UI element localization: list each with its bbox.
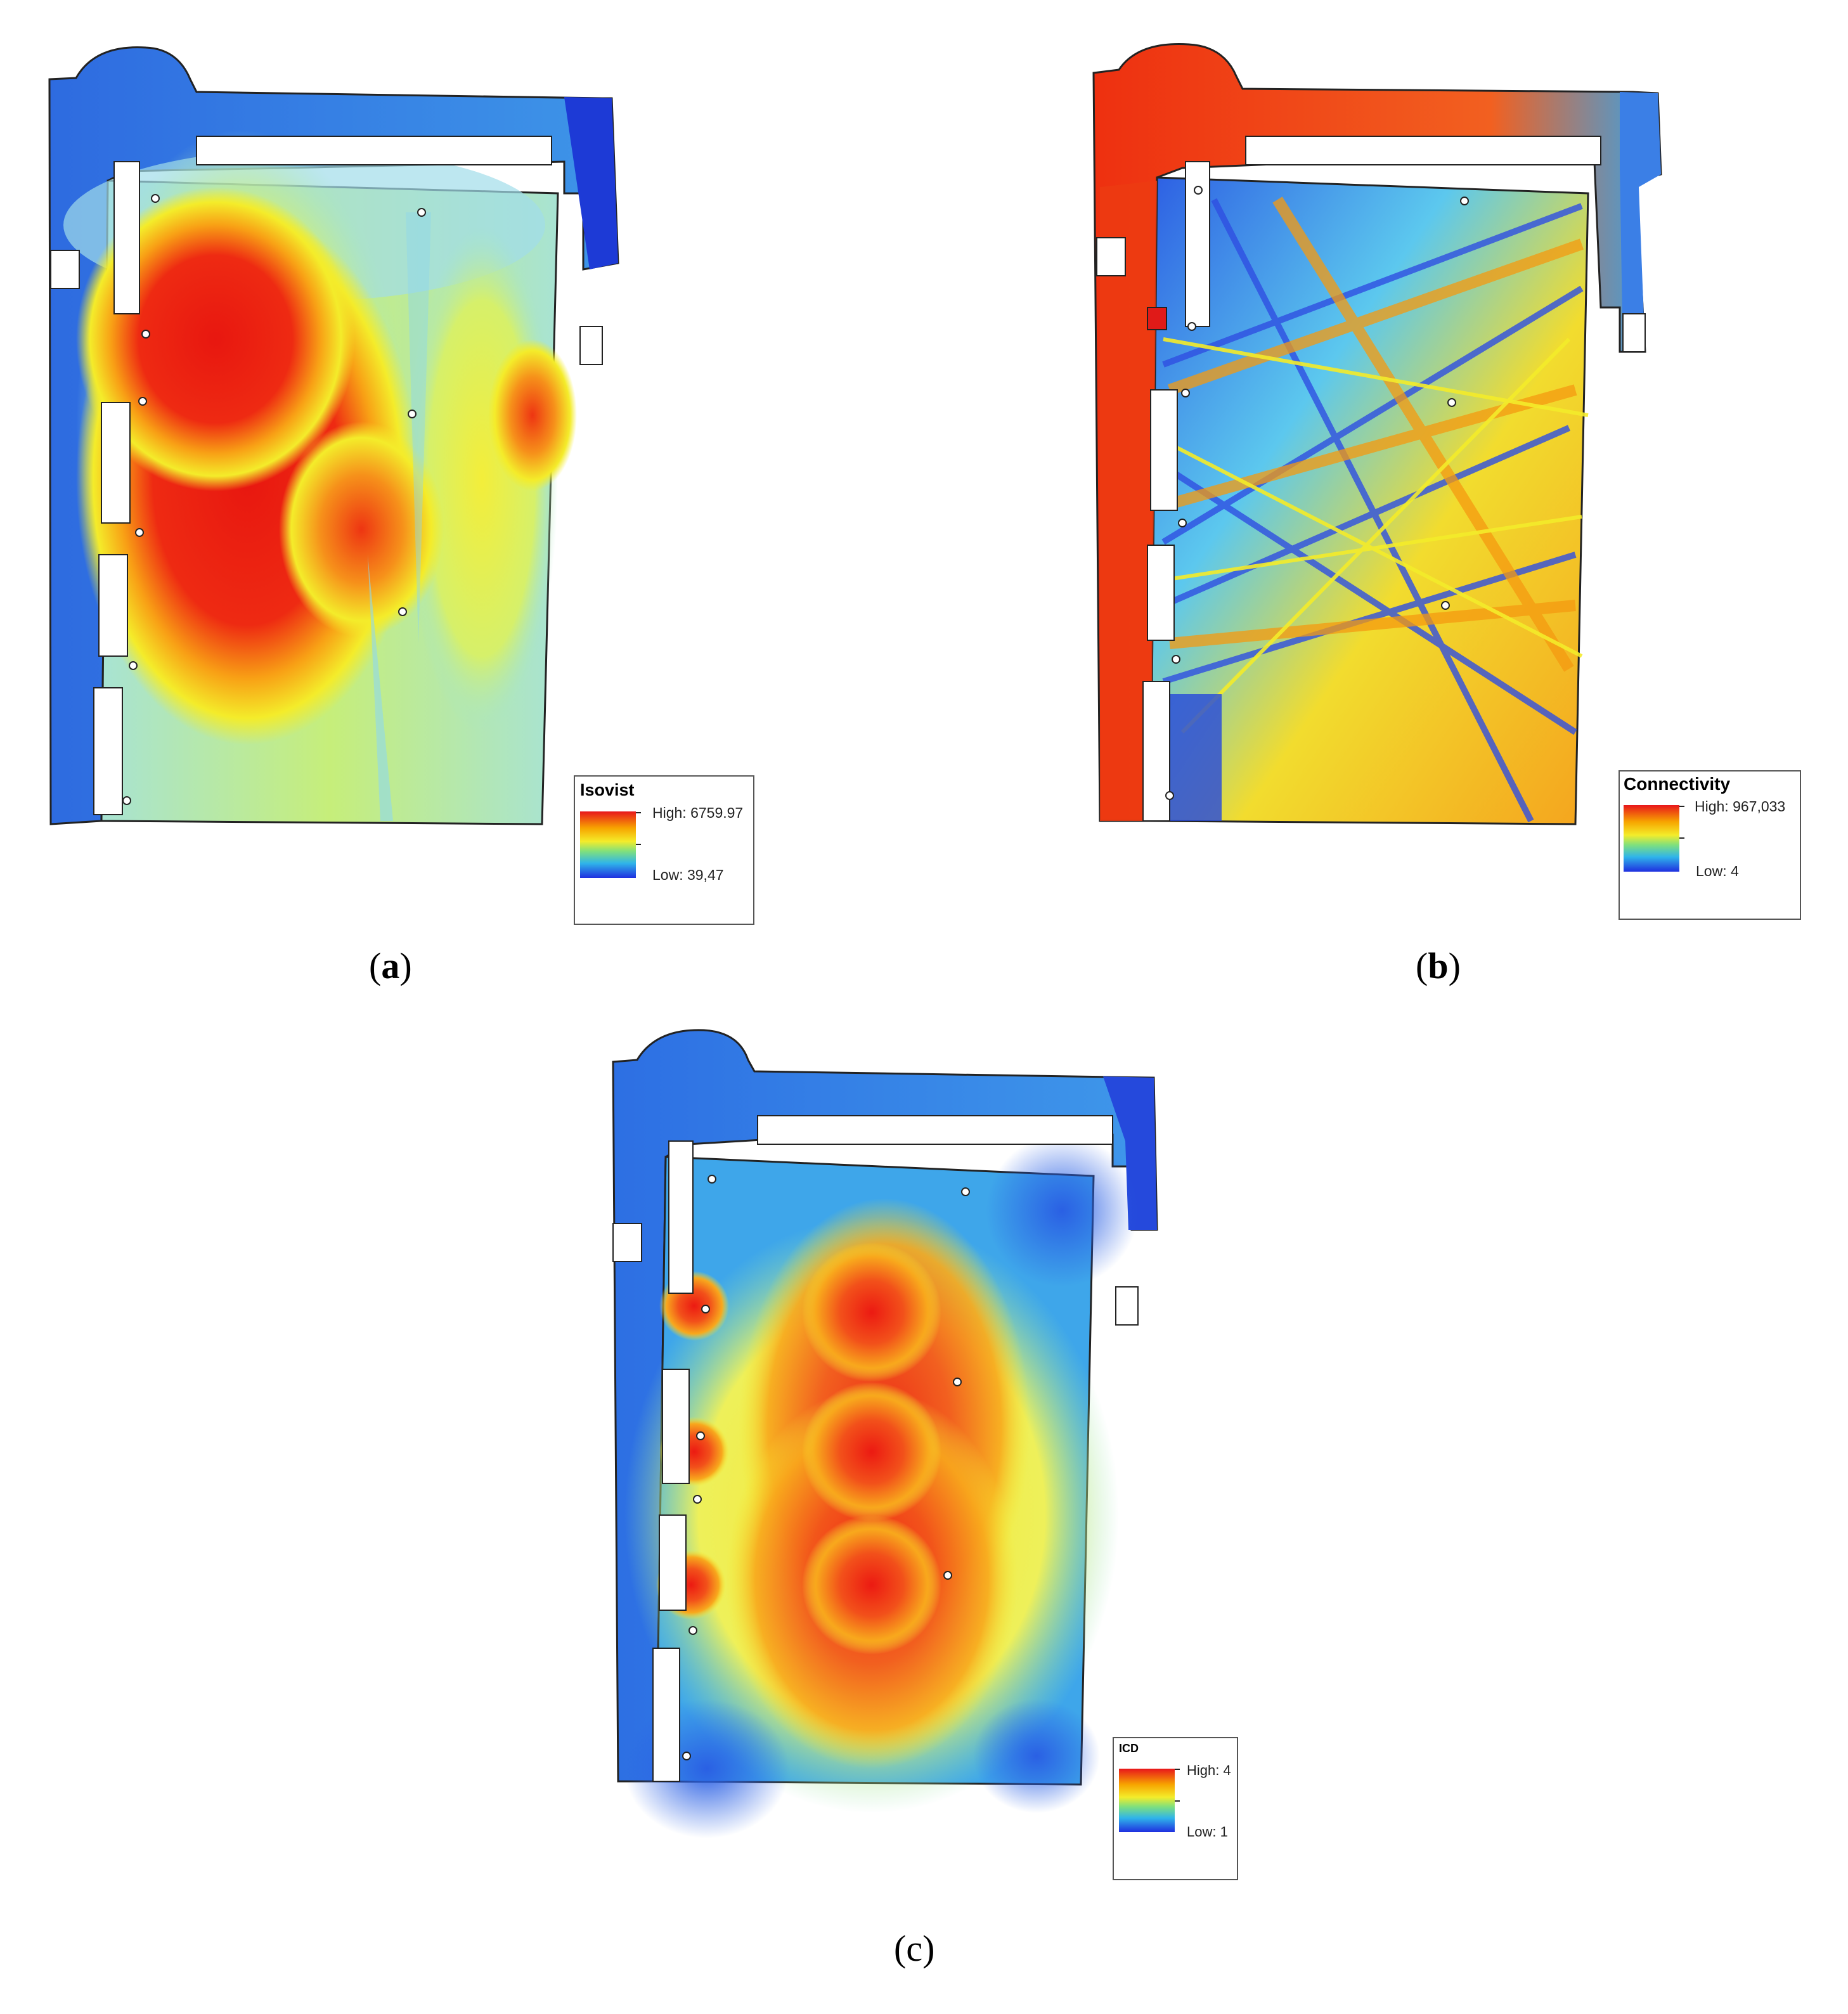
legend-low-label: Low: 4 (1696, 863, 1739, 879)
legend-low-label: Low: 1 (1187, 1824, 1228, 1840)
legend-connectivity: Connectivity High: 967,033 Low: 4 (1619, 770, 1801, 920)
legend-color-ramp (1624, 805, 1679, 872)
legend-color-ramp (1119, 1769, 1175, 1832)
legend-low-label: Low: 39,47 (652, 867, 724, 883)
legend-color-ramp (580, 811, 636, 878)
legend-title: Connectivity (1624, 774, 1731, 794)
legend-high-label: High: 967,033 (1695, 798, 1786, 815)
legend-high-label: High: 6759.97 (652, 804, 744, 821)
panel-c-icd-map: ICD High: 4 Low: 1 (605, 1021, 1303, 1895)
legend-title: ICD (1119, 1742, 1139, 1755)
panel-b-connectivity-map: Connectivity High: 967,033 Low: 4 (1087, 35, 1823, 960)
caption-b: (b) (1416, 945, 1461, 986)
caption-a: (a) (369, 945, 412, 986)
isovist-heatmap (48, 46, 619, 825)
legend-title: Isovist (580, 780, 635, 799)
legend-high-label: High: 4 (1187, 1762, 1231, 1778)
legend-isovist: Isovist High: 6759.97 Low: 39,47 (574, 775, 754, 925)
connectivity-heatmap (1092, 43, 1662, 825)
panel-a-isovist-map: Isovist High: 6759.97 Low: 39,47 (38, 35, 773, 960)
caption-c: (c) (894, 1928, 935, 1969)
legend-icd: ICD High: 4 Low: 1 (1113, 1737, 1238, 1880)
icd-heatmap (612, 1029, 1158, 1838)
floor-outline (48, 46, 619, 825)
